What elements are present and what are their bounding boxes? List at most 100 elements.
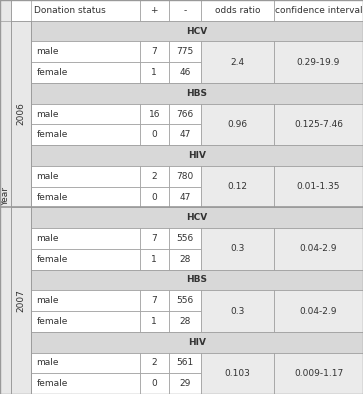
Text: 1: 1: [151, 317, 157, 326]
Bar: [169, 187, 201, 207]
Bar: [201, 228, 274, 269]
Text: -: -: [184, 6, 187, 15]
Bar: [31, 290, 140, 311]
Bar: [31, 228, 140, 249]
Text: female: female: [36, 379, 68, 388]
Bar: [31, 373, 140, 394]
Text: HIV: HIV: [188, 151, 206, 160]
Text: 775: 775: [176, 47, 194, 56]
Bar: [140, 228, 169, 249]
Text: 0.04-2.9: 0.04-2.9: [300, 244, 337, 253]
Text: male: male: [36, 110, 59, 119]
Bar: [11, 207, 31, 394]
Bar: [169, 311, 201, 332]
Bar: [0, 0, 363, 21]
Text: 780: 780: [176, 172, 194, 181]
Text: male: male: [36, 296, 59, 305]
Text: 556: 556: [176, 296, 194, 305]
Bar: [31, 83, 363, 104]
Text: 0: 0: [151, 379, 157, 388]
Bar: [169, 353, 201, 373]
Text: 1: 1: [151, 255, 157, 264]
Text: HCV: HCV: [186, 213, 208, 222]
Text: male: male: [36, 172, 59, 181]
Bar: [140, 187, 169, 207]
Text: 0.12: 0.12: [228, 182, 248, 191]
Bar: [31, 104, 140, 125]
Text: 556: 556: [176, 234, 194, 243]
Bar: [140, 290, 169, 311]
Text: female: female: [36, 317, 68, 326]
Text: 7: 7: [151, 47, 157, 56]
Bar: [169, 104, 201, 125]
Bar: [31, 125, 140, 145]
Bar: [201, 104, 274, 145]
Bar: [274, 228, 363, 269]
Bar: [140, 353, 169, 373]
Text: 16: 16: [148, 110, 160, 119]
Text: 2006: 2006: [16, 102, 25, 126]
Bar: [274, 0, 363, 21]
Bar: [11, 21, 31, 207]
Text: 1: 1: [151, 68, 157, 77]
Bar: [201, 0, 274, 21]
Text: HBS: HBS: [187, 275, 207, 284]
Text: 2.4: 2.4: [231, 58, 245, 67]
Text: female: female: [36, 255, 68, 264]
Text: male: male: [36, 359, 59, 367]
Bar: [31, 21, 363, 41]
Text: 2007: 2007: [16, 289, 25, 312]
Bar: [140, 41, 169, 62]
Text: Year: Year: [1, 188, 10, 206]
Bar: [0, 0, 11, 394]
Bar: [274, 104, 363, 145]
Bar: [274, 353, 363, 394]
Bar: [31, 166, 140, 187]
Bar: [140, 0, 169, 21]
Text: 29: 29: [179, 379, 191, 388]
Bar: [140, 373, 169, 394]
Bar: [31, 332, 363, 353]
Text: male: male: [36, 234, 59, 243]
Bar: [31, 249, 140, 269]
Text: 47: 47: [179, 130, 191, 139]
Bar: [169, 0, 201, 21]
Text: 0: 0: [151, 193, 157, 201]
Text: 0.04-2.9: 0.04-2.9: [300, 307, 337, 316]
Text: 7: 7: [151, 234, 157, 243]
Bar: [169, 166, 201, 187]
Bar: [31, 311, 140, 332]
Bar: [169, 228, 201, 249]
Text: female: female: [36, 130, 68, 139]
Text: 2: 2: [151, 359, 157, 367]
Text: 0: 0: [151, 130, 157, 139]
Text: 2: 2: [151, 172, 157, 181]
Bar: [169, 249, 201, 269]
Bar: [140, 104, 169, 125]
Text: HIV: HIV: [188, 338, 206, 347]
Bar: [169, 290, 201, 311]
Text: 7: 7: [151, 296, 157, 305]
Bar: [31, 41, 140, 62]
Bar: [274, 41, 363, 83]
Bar: [31, 207, 363, 228]
Bar: [169, 373, 201, 394]
Bar: [140, 249, 169, 269]
Bar: [201, 353, 274, 394]
Bar: [169, 62, 201, 83]
Bar: [140, 311, 169, 332]
Bar: [169, 125, 201, 145]
Text: 0.3: 0.3: [231, 307, 245, 316]
Text: Donation status: Donation status: [34, 6, 106, 15]
Bar: [31, 187, 140, 207]
Bar: [201, 166, 274, 207]
Text: 0.3: 0.3: [231, 244, 245, 253]
Text: 47: 47: [179, 193, 191, 201]
Bar: [201, 290, 274, 332]
Text: +: +: [151, 6, 158, 15]
Bar: [140, 125, 169, 145]
Text: 0.009-1.17: 0.009-1.17: [294, 369, 343, 378]
Bar: [140, 62, 169, 83]
Text: male: male: [36, 47, 59, 56]
Text: 28: 28: [179, 317, 191, 326]
